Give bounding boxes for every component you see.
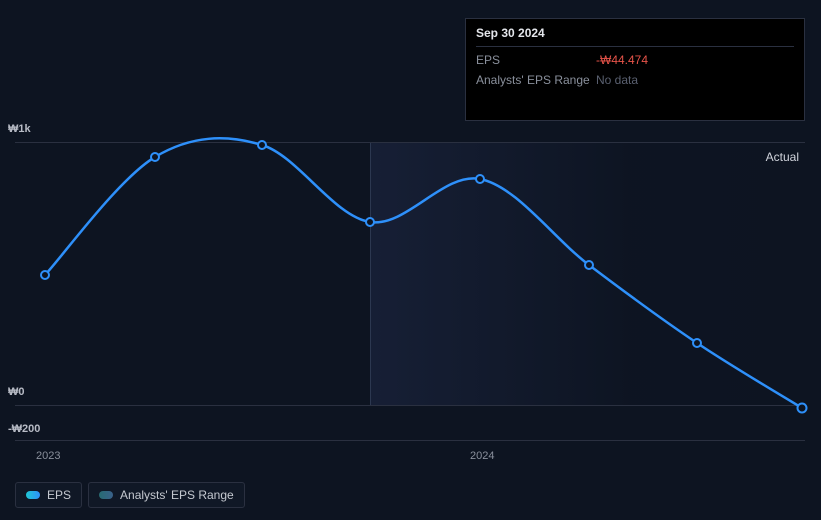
- legend-label: Analysts' EPS Range: [120, 488, 234, 502]
- eps-point[interactable]: [585, 261, 593, 269]
- eps-point[interactable]: [476, 175, 484, 183]
- line-chart-svg[interactable]: [0, 0, 821, 520]
- legend-label: EPS: [47, 488, 71, 502]
- eps-line: [45, 138, 802, 408]
- eps-point[interactable]: [151, 153, 159, 161]
- eps-point[interactable]: [366, 218, 374, 226]
- eps-point-highlight[interactable]: [798, 404, 807, 413]
- chart-container: Sep 30 2024 EPS -₩44.474 Analysts' EPS R…: [0, 0, 821, 520]
- legend-swatch-icon: [99, 491, 113, 499]
- legend-item-range[interactable]: Analysts' EPS Range: [88, 482, 245, 508]
- eps-point[interactable]: [693, 339, 701, 347]
- eps-point[interactable]: [41, 271, 49, 279]
- legend-item-eps[interactable]: EPS: [15, 482, 82, 508]
- legend-swatch-icon: [26, 491, 40, 499]
- eps-point[interactable]: [258, 141, 266, 149]
- legend: EPS Analysts' EPS Range: [15, 482, 245, 508]
